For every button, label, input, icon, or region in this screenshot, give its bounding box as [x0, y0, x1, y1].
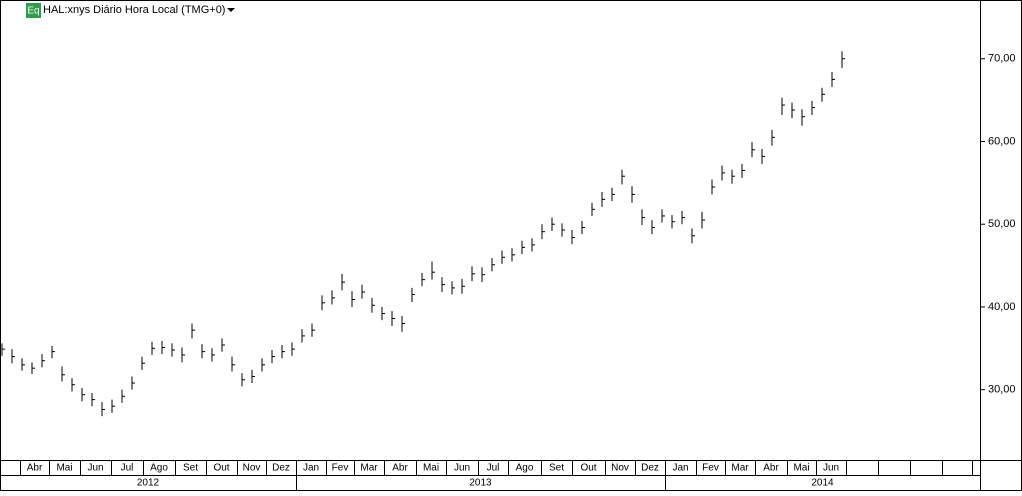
- month-label: Fev: [702, 463, 719, 474]
- month-label: Fev: [332, 463, 349, 474]
- year-label: 2012: [137, 478, 160, 489]
- y-tick-label: 50,00: [988, 218, 1016, 230]
- badge: Eq: [27, 6, 39, 17]
- month-label: Out: [580, 463, 596, 474]
- month-label: Ago: [516, 463, 534, 474]
- dropdown-arrow[interactable]: [227, 8, 235, 12]
- y-tick-label: 70,00: [988, 53, 1016, 65]
- month-label: Jan: [303, 463, 319, 474]
- month-label: Jun: [87, 463, 103, 474]
- year-label: 2014: [811, 478, 834, 489]
- badge-bg: [26, 3, 41, 18]
- month-label: Set: [183, 463, 198, 474]
- month-label: Dez: [272, 463, 290, 474]
- y-tick-label: 40,00: [988, 301, 1016, 313]
- month-label: Jul: [121, 463, 134, 474]
- month-label: Mai: [423, 463, 439, 474]
- month-label: Out: [213, 463, 229, 474]
- month-label: Nov: [243, 463, 261, 474]
- month-label: Jul: [487, 463, 500, 474]
- month-label: Jun: [454, 463, 470, 474]
- month-label: Jan: [672, 463, 688, 474]
- month-label: Nov: [611, 463, 629, 474]
- month-label: Dez: [641, 463, 659, 474]
- month-label: Mar: [360, 463, 378, 474]
- month-label: Jun: [823, 463, 839, 474]
- month-label: Mai: [793, 463, 809, 474]
- y-tick-label: 60,00: [988, 135, 1016, 147]
- chart-title: HAL:xnys Diário Hora Local (TMG+0): [43, 4, 225, 16]
- year-label: 2013: [469, 478, 492, 489]
- month-label: Abr: [392, 463, 408, 474]
- y-tick-label: 30,00: [988, 384, 1016, 396]
- month-label: Mai: [56, 463, 72, 474]
- month-label: Abr: [763, 463, 779, 474]
- month-label: Abr: [27, 463, 43, 474]
- month-label: Set: [549, 463, 564, 474]
- month-label: Ago: [150, 463, 168, 474]
- month-label: Mar: [731, 463, 749, 474]
